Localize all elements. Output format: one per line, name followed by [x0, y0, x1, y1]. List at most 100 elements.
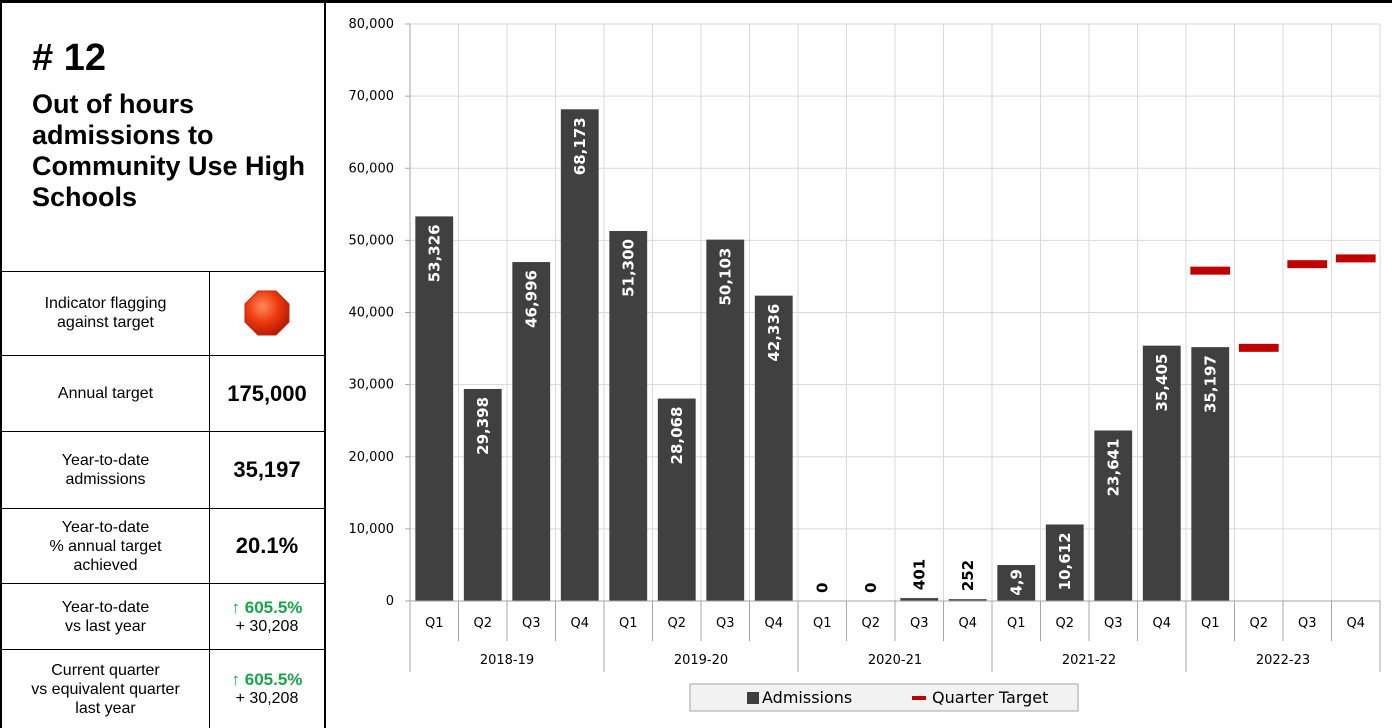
y-tick-label: 50,000 — [349, 233, 395, 248]
bar — [463, 388, 502, 601]
indicator-number: # 12 — [32, 37, 106, 79]
x-tick-label: Q1 — [619, 616, 638, 631]
kpi-change-pct: ↑ 605.5% — [231, 597, 303, 617]
kpi-row-vs-equiv-quarter: Current quarter vs equivalent quarter la… — [2, 650, 324, 728]
target-marker — [1238, 343, 1279, 352]
x-tick-label: Q2 — [1249, 616, 1268, 631]
y-tick-label: 20,000 — [349, 450, 395, 465]
year-label: 2019-20 — [674, 653, 728, 668]
data-label: 0 — [813, 583, 831, 593]
data-label: 10,612 — [1056, 532, 1074, 590]
kpi-change-abs: + 30,208 — [235, 617, 299, 635]
x-tick-label: Q2 — [861, 616, 880, 631]
legend-label-target: Quarter Target — [932, 688, 1048, 707]
data-label: 23,641 — [1104, 438, 1122, 496]
y-tick-label: 40,000 — [349, 306, 395, 321]
data-label: 50,103 — [716, 248, 734, 306]
kpi-label-line: Indicator flagging — [44, 295, 167, 312]
x-tick-label: Q1 — [1201, 616, 1220, 631]
kpi-label-line: vs equivalent quarter — [31, 680, 180, 698]
bar — [900, 598, 939, 601]
x-tick-label: Q4 — [764, 616, 783, 631]
kpi-row-flag: Indicator flagging against target — [2, 271, 324, 356]
bar — [657, 398, 696, 601]
bar — [997, 565, 1036, 601]
data-label: 252 — [959, 560, 977, 591]
bar — [1142, 345, 1181, 601]
bar — [415, 216, 454, 601]
kpi-label-line: admissions — [65, 471, 146, 488]
kpi-change-abs: + 30,208 — [235, 690, 299, 707]
x-tick-label: Q3 — [716, 616, 735, 631]
bar — [1045, 524, 1084, 601]
kpi-label-line: last year — [75, 699, 136, 717]
x-tick-label: Q4 — [958, 616, 977, 631]
kpi-row-ytd: Year-to-date admissions 35,197 — [2, 432, 324, 509]
legend-label-admissions: Admissions — [762, 688, 852, 707]
kpi-label: Year-to-date % annual target achieved — [2, 509, 210, 583]
x-tick-label: Q3 — [522, 616, 541, 631]
kpi-change-pct: ↑ 605.5% — [231, 670, 303, 689]
kpi-value: ↑ 605.5% + 30,208 — [210, 584, 324, 649]
data-label: 4,9 — [1007, 569, 1025, 596]
kpi-value-text: 175,000 — [227, 380, 307, 406]
kpi-label-line: Annual target — [57, 385, 154, 402]
data-label: 0 — [862, 583, 880, 593]
kpi-value — [210, 271, 324, 355]
kpi-row-ytd-pct: Year-to-date % annual target achieved 20… — [2, 509, 324, 584]
kpi-label: Annual target — [2, 356, 210, 431]
kpi-label-line: Year-to-date — [61, 598, 150, 616]
bar — [609, 230, 648, 601]
data-label: 53,326 — [425, 224, 443, 282]
target-marker — [1190, 266, 1231, 275]
legend-swatch-target — [912, 696, 926, 700]
indicator-title: Out of hours admissions to Community Use… — [32, 89, 306, 212]
red-flag-icon — [244, 290, 290, 336]
x-tick-label: Q2 — [473, 616, 492, 631]
data-label: 28,068 — [668, 407, 686, 465]
y-tick-label: 30,000 — [349, 378, 395, 393]
x-tick-label: Q1 — [1007, 616, 1026, 631]
kpi-label: Year-to-date vs last year — [2, 584, 210, 649]
y-tick-label: 60,000 — [349, 161, 395, 176]
legend-swatch-admissions — [747, 692, 759, 704]
data-label: 68,173 — [571, 117, 589, 175]
bar — [754, 295, 793, 601]
bar — [560, 109, 599, 601]
year-label: 2018-19 — [480, 653, 534, 668]
target-marker — [1287, 260, 1328, 269]
x-tick-label: Q3 — [910, 616, 929, 631]
title-box: # 12 Out of hours admissions to Communit… — [2, 3, 324, 272]
kpi-label-line: achieved — [73, 556, 138, 574]
y-tick-label: 70,000 — [349, 89, 395, 104]
kpi-label-line: Year-to-date — [61, 518, 150, 536]
kpi-label-line: vs last year — [65, 617, 146, 635]
kpi-label: Indicator flagging against target — [2, 271, 210, 355]
data-label: 401 — [910, 559, 928, 590]
kpi-label-line: Current quarter — [51, 661, 160, 679]
data-label: 35,405 — [1153, 354, 1171, 412]
kpi-value: 20.1% — [210, 509, 324, 583]
bar — [1191, 347, 1230, 601]
kpi-row-annual-target: Annual target 175,000 — [2, 356, 324, 432]
kpi-label-line: % annual target — [49, 537, 162, 555]
x-tick-label: Q1 — [425, 616, 444, 631]
x-tick-label: Q4 — [1152, 616, 1171, 631]
x-tick-label: Q4 — [1346, 616, 1365, 631]
x-tick-label: Q4 — [570, 616, 589, 631]
year-label: 2021-22 — [1062, 653, 1116, 668]
kpi-label: Current quarter vs equivalent quarter la… — [2, 650, 210, 728]
kpi-label-line: against target — [57, 314, 154, 331]
kpi-value: 175,000 — [210, 356, 324, 431]
y-tick-label: 0 — [386, 594, 394, 609]
year-label: 2022-23 — [1256, 653, 1310, 668]
target-marker — [1335, 254, 1376, 263]
kpi-value-text: 35,197 — [233, 457, 301, 482]
kpi-value: ↑ 605.5% + 30,208 — [210, 650, 324, 728]
x-tick-label: Q3 — [1298, 616, 1317, 631]
kpi-row-vs-last-year: Year-to-date vs last year ↑ 605.5% + 30,… — [2, 584, 324, 650]
data-label: 42,336 — [765, 304, 783, 362]
x-tick-label: Q3 — [1104, 616, 1123, 631]
bar — [948, 599, 987, 601]
